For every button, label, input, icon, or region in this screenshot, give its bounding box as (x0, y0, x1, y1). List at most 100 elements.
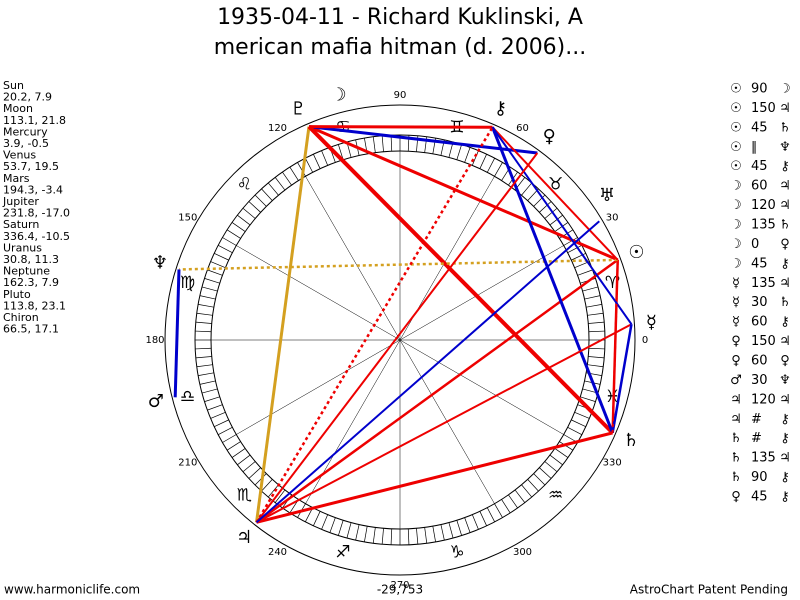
hatch (195, 321, 212, 324)
hatch (231, 448, 246, 458)
planet-glyph: ♇ (290, 98, 306, 119)
planet-name: Neptune (3, 265, 50, 278)
aspect-angle: 45 (751, 256, 768, 271)
sign-divider (236, 245, 401, 341)
aspect-angle: ∥ (751, 140, 758, 155)
planet-glyph: ⚷ (494, 98, 507, 119)
hatch (448, 522, 454, 539)
hatch (267, 182, 279, 196)
hatch (479, 511, 487, 526)
hatch (242, 461, 256, 473)
hatch (440, 524, 445, 541)
hatch (521, 484, 533, 498)
degree-label: 60 (516, 123, 529, 134)
hatch (226, 229, 241, 239)
hatch (267, 484, 279, 498)
planet-name: Mars (3, 172, 30, 185)
hatch (533, 194, 546, 207)
aspect-line (308, 125, 538, 155)
aspect-line (308, 125, 493, 129)
aspect-glyph: ☿ (732, 315, 740, 330)
planet-name: Saturn (3, 218, 39, 231)
aspect-glyph: ♃ (779, 179, 791, 194)
hatch (464, 517, 471, 533)
sign-divider (236, 339, 401, 435)
aspect-glyph: ♄ (779, 218, 791, 233)
sign-glyph: ♑ (449, 543, 464, 563)
aspect-glyph: ⚷ (780, 470, 790, 485)
aspect-glyph: ♆ (779, 373, 791, 388)
hatch (407, 528, 410, 545)
hatch (390, 135, 393, 152)
title-line: 1935-04-11 - Richard Kuklinski, A (217, 5, 583, 30)
planet-glyph: ♅ (599, 185, 615, 206)
hatch (204, 278, 220, 284)
degree-label: 0 (642, 335, 648, 346)
planet-name: Venus (3, 149, 36, 162)
hatch (338, 144, 344, 160)
hatch (201, 388, 218, 394)
planet-glyph: ♄ (623, 430, 639, 451)
degree-label: 240 (268, 547, 287, 558)
hatch (274, 177, 286, 191)
hatch (539, 467, 552, 479)
hatch (544, 461, 558, 473)
degree-label: 330 (603, 458, 622, 469)
aspect-angle: 45 (751, 120, 768, 135)
aspect-line (255, 258, 619, 524)
hatch (226, 441, 241, 451)
aspect-angle: 60 (751, 179, 768, 194)
aspect-glyph: ♃ (730, 412, 742, 427)
aspect-angle: 135 (751, 451, 776, 466)
hatch (588, 347, 605, 350)
aspect-angle: 45 (751, 159, 768, 174)
degree-label: 90 (394, 90, 407, 101)
hatch (289, 166, 299, 181)
aspect-line (491, 126, 633, 325)
degree-label: 120 (268, 123, 287, 134)
aspect-line (611, 324, 633, 434)
hatch (248, 201, 261, 213)
aspect-line (307, 125, 615, 435)
planet-name: Jupiter (2, 195, 39, 208)
hatch (582, 286, 599, 292)
planet-name: Sun (3, 79, 24, 92)
planet-position: 231.8, -17.0 (3, 207, 70, 220)
hatch (207, 269, 223, 276)
aspect-glyph: ♄ (779, 295, 791, 310)
hatch (355, 524, 360, 541)
hatch (544, 207, 558, 219)
aspect-angle: 120 (751, 392, 776, 407)
hatch (424, 527, 428, 544)
planet-position: 20.2, 7.9 (3, 91, 52, 104)
hatch (199, 295, 216, 300)
hatch (201, 286, 218, 292)
hatch (329, 517, 336, 533)
planet-position: 194.3, -3.4 (3, 183, 63, 196)
hatch (195, 347, 212, 350)
sign-glyph: ♍ (180, 273, 195, 293)
planet-glyph: ♀ (543, 126, 556, 147)
hatch (214, 419, 229, 427)
planet-name: Uranus (3, 241, 42, 254)
hatch (494, 162, 503, 177)
sign-glyph: ♒ (548, 486, 563, 506)
aspect-line (491, 126, 614, 434)
hatch (587, 312, 604, 316)
aspect-line (255, 126, 494, 523)
aspect-line (256, 431, 613, 524)
hatch (222, 237, 237, 246)
hatch (207, 404, 223, 411)
hatch (210, 261, 226, 268)
aspect-glyph: ☽ (779, 82, 791, 97)
aspect-glyph: ☽ (730, 179, 742, 194)
hatch (261, 479, 273, 492)
aspect-glyph: ♀ (780, 354, 790, 369)
aspect-angle: 135 (751, 276, 776, 291)
degree-label: 180 (145, 335, 164, 346)
aspect-glyph: ⚷ (780, 256, 790, 271)
planet-glyph: ☉ (628, 242, 644, 263)
footer-right: AstroChart Patent Pending (630, 583, 788, 597)
aspect-angle: 135 (751, 218, 776, 233)
